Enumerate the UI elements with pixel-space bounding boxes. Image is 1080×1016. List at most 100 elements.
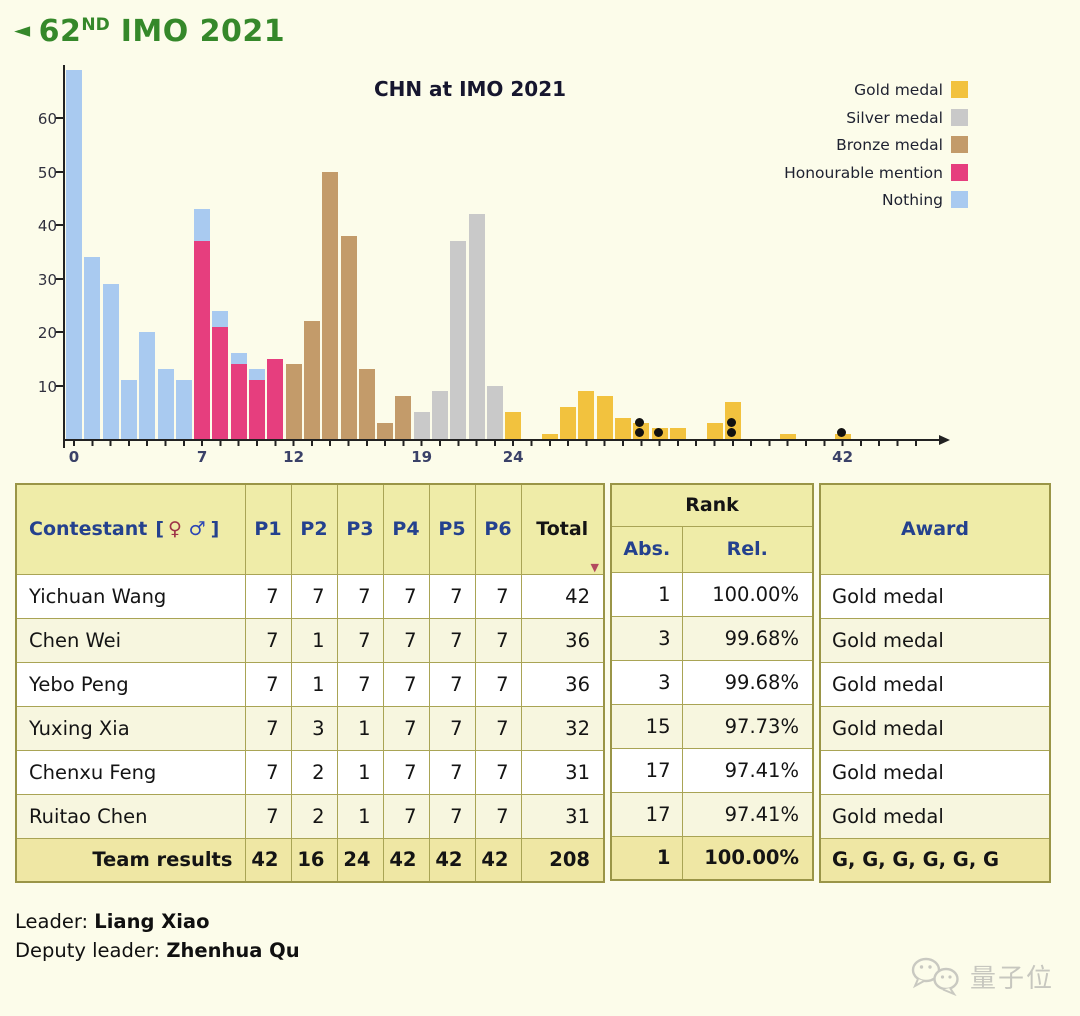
rank-row: 3 99.68% (610, 659, 814, 705)
bar-score-28 (578, 390, 595, 439)
column-header-p1[interactable]: P1 (244, 483, 292, 575)
watermark-text: 量子位 (969, 963, 1054, 994)
score-p1: 7 (244, 617, 292, 663)
legend-entry-gold: Gold medal (784, 81, 968, 109)
chn-contestant-dot (726, 418, 736, 427)
rank-subtable: Rank Abs. Rel. 1 100.00% 3 99.68% 3 99.68% 15 9… (610, 483, 814, 881)
bar-segment-silver (468, 214, 485, 439)
bar-segment-bronze (340, 235, 357, 439)
contestant-name[interactable]: Chen Wei (15, 617, 246, 663)
prev-year-arrow-icon[interactable]: ◄ (14, 18, 31, 42)
score-total: 32 (520, 705, 605, 751)
legend-label: Gold medal (854, 81, 943, 99)
bar-score-15 (340, 235, 357, 439)
x-tick-label-0: 0 (68, 448, 80, 466)
rank-abs: 17 (610, 747, 683, 793)
column-header-rel[interactable]: Rel. (681, 525, 814, 573)
rank-group-header-row: Rank (610, 483, 814, 527)
score-p3: 7 (336, 661, 384, 707)
rank-abs: 3 (610, 615, 683, 661)
bar-score-39 (779, 433, 796, 439)
female-filter-icon[interactable]: ♀ (168, 518, 182, 541)
results-table: Contestant [♀ ♂] P1 P2 P3 P4 P5 P6 Total ▼… (15, 483, 1065, 883)
score-total: 36 (520, 617, 605, 663)
column-header-p5[interactable]: P5 (428, 483, 476, 575)
bar-segment-gold (615, 417, 631, 439)
team-award-row: G, G, G, G, G, G (819, 837, 1051, 883)
table-row: Yebo Peng 7 1 7 7 7 7 36 (15, 661, 605, 707)
bar-score-4 (139, 332, 156, 439)
male-filter-icon[interactable]: ♂ (188, 518, 206, 541)
score-p3: 1 (336, 749, 384, 795)
award-value: Gold medal (819, 705, 1051, 751)
page-title[interactable]: ◄ 62ND IMO 2021 (14, 14, 1080, 49)
legend-entry-honourable_mention: Honourable mention (784, 163, 968, 192)
column-header-award[interactable]: Award (819, 483, 1051, 575)
column-header-p6[interactable]: P6 (474, 483, 522, 575)
contestant-name[interactable]: Yuxing Xia (15, 705, 246, 751)
award-row: Gold medal (819, 749, 1051, 795)
sort-indicator-icon[interactable]: ▼ (590, 560, 599, 574)
page-title-ordinal: ND (81, 15, 110, 35)
column-header-p3[interactable]: P3 (336, 483, 384, 575)
bar-score-1 (84, 257, 101, 439)
contestant-name[interactable]: Chenxu Feng (15, 749, 246, 795)
rank-rel: 99.68% (681, 659, 814, 705)
legend-swatch-bronze (951, 136, 968, 153)
bar-score-21 (450, 241, 467, 439)
score-p1: 7 (244, 793, 292, 839)
bar-score-8 (212, 310, 229, 439)
score-p1: 7 (244, 705, 292, 751)
bar-segment-bronze (377, 422, 394, 439)
score-total: 36 (520, 661, 605, 707)
score-p4: 7 (382, 573, 430, 619)
bar-segment-nothing (212, 310, 229, 327)
bar-segment-honourable_mention (267, 358, 284, 439)
bar-score-20 (432, 390, 448, 439)
award-value: Gold medal (819, 573, 1051, 619)
bar-score-16 (358, 369, 375, 439)
bar-segment-nothing (157, 369, 174, 439)
score-p3: 7 (336, 617, 384, 663)
bar-segment-nothing (230, 353, 247, 365)
header-row: Contestant [♀ ♂] P1 P2 P3 P4 P5 P6 Total ▼ (15, 483, 605, 575)
bar-segment-bronze (358, 369, 375, 439)
score-p2: 2 (290, 793, 338, 839)
bar-segment-nothing (139, 332, 156, 439)
score-p4: 7 (382, 617, 430, 663)
rank-abs: 17 (610, 791, 683, 837)
contestant-name[interactable]: Yebo Peng (15, 661, 246, 707)
score-p2: 1 (290, 661, 338, 707)
x-tick-label-12: 12 (283, 448, 305, 466)
rank-rel: 99.68% (681, 615, 814, 661)
score-p1: 7 (244, 661, 292, 707)
column-header-abs[interactable]: Abs. (610, 525, 683, 573)
watermark: 量子位 (910, 956, 1054, 996)
column-header-total[interactable]: Total ▼ (520, 483, 605, 575)
bar-score-7 (194, 208, 211, 439)
table-row: Chen Wei 7 1 7 7 7 7 36 (15, 617, 605, 663)
bracket-open: [ (155, 518, 165, 541)
legend-swatch-honourable_mention (951, 163, 968, 181)
team-rank-abs: 1 (610, 835, 683, 881)
column-header-p4[interactable]: P4 (382, 483, 430, 575)
y-tick-label-20: 20 (37, 324, 57, 342)
column-header-contestant[interactable]: Contestant [♀ ♂] (15, 483, 246, 575)
deputy-leader-line: Deputy leader: Zhenhua Qu (15, 936, 1080, 965)
rank-rel: 97.73% (681, 703, 814, 749)
bar-segment-silver (432, 390, 448, 439)
column-header-p2[interactable]: P2 (290, 483, 338, 575)
award-value: Gold medal (819, 617, 1051, 663)
column-header-rank: Rank (610, 483, 814, 527)
score-p3: 7 (336, 573, 384, 619)
contestant-name[interactable]: Ruitao Chen (15, 793, 246, 839)
score-p1: 7 (244, 573, 292, 619)
wechat-bubbles-icon (911, 957, 959, 996)
contestant-name[interactable]: Yichuan Wang (15, 573, 246, 619)
page-title-rest: IMO 2021 (109, 14, 286, 49)
chn-contestant-dot (836, 428, 846, 437)
score-p5: 7 (428, 661, 476, 707)
bar-score-0 (66, 69, 82, 439)
bar-score-17 (377, 422, 394, 439)
page-title-number: 62 (38, 14, 82, 49)
